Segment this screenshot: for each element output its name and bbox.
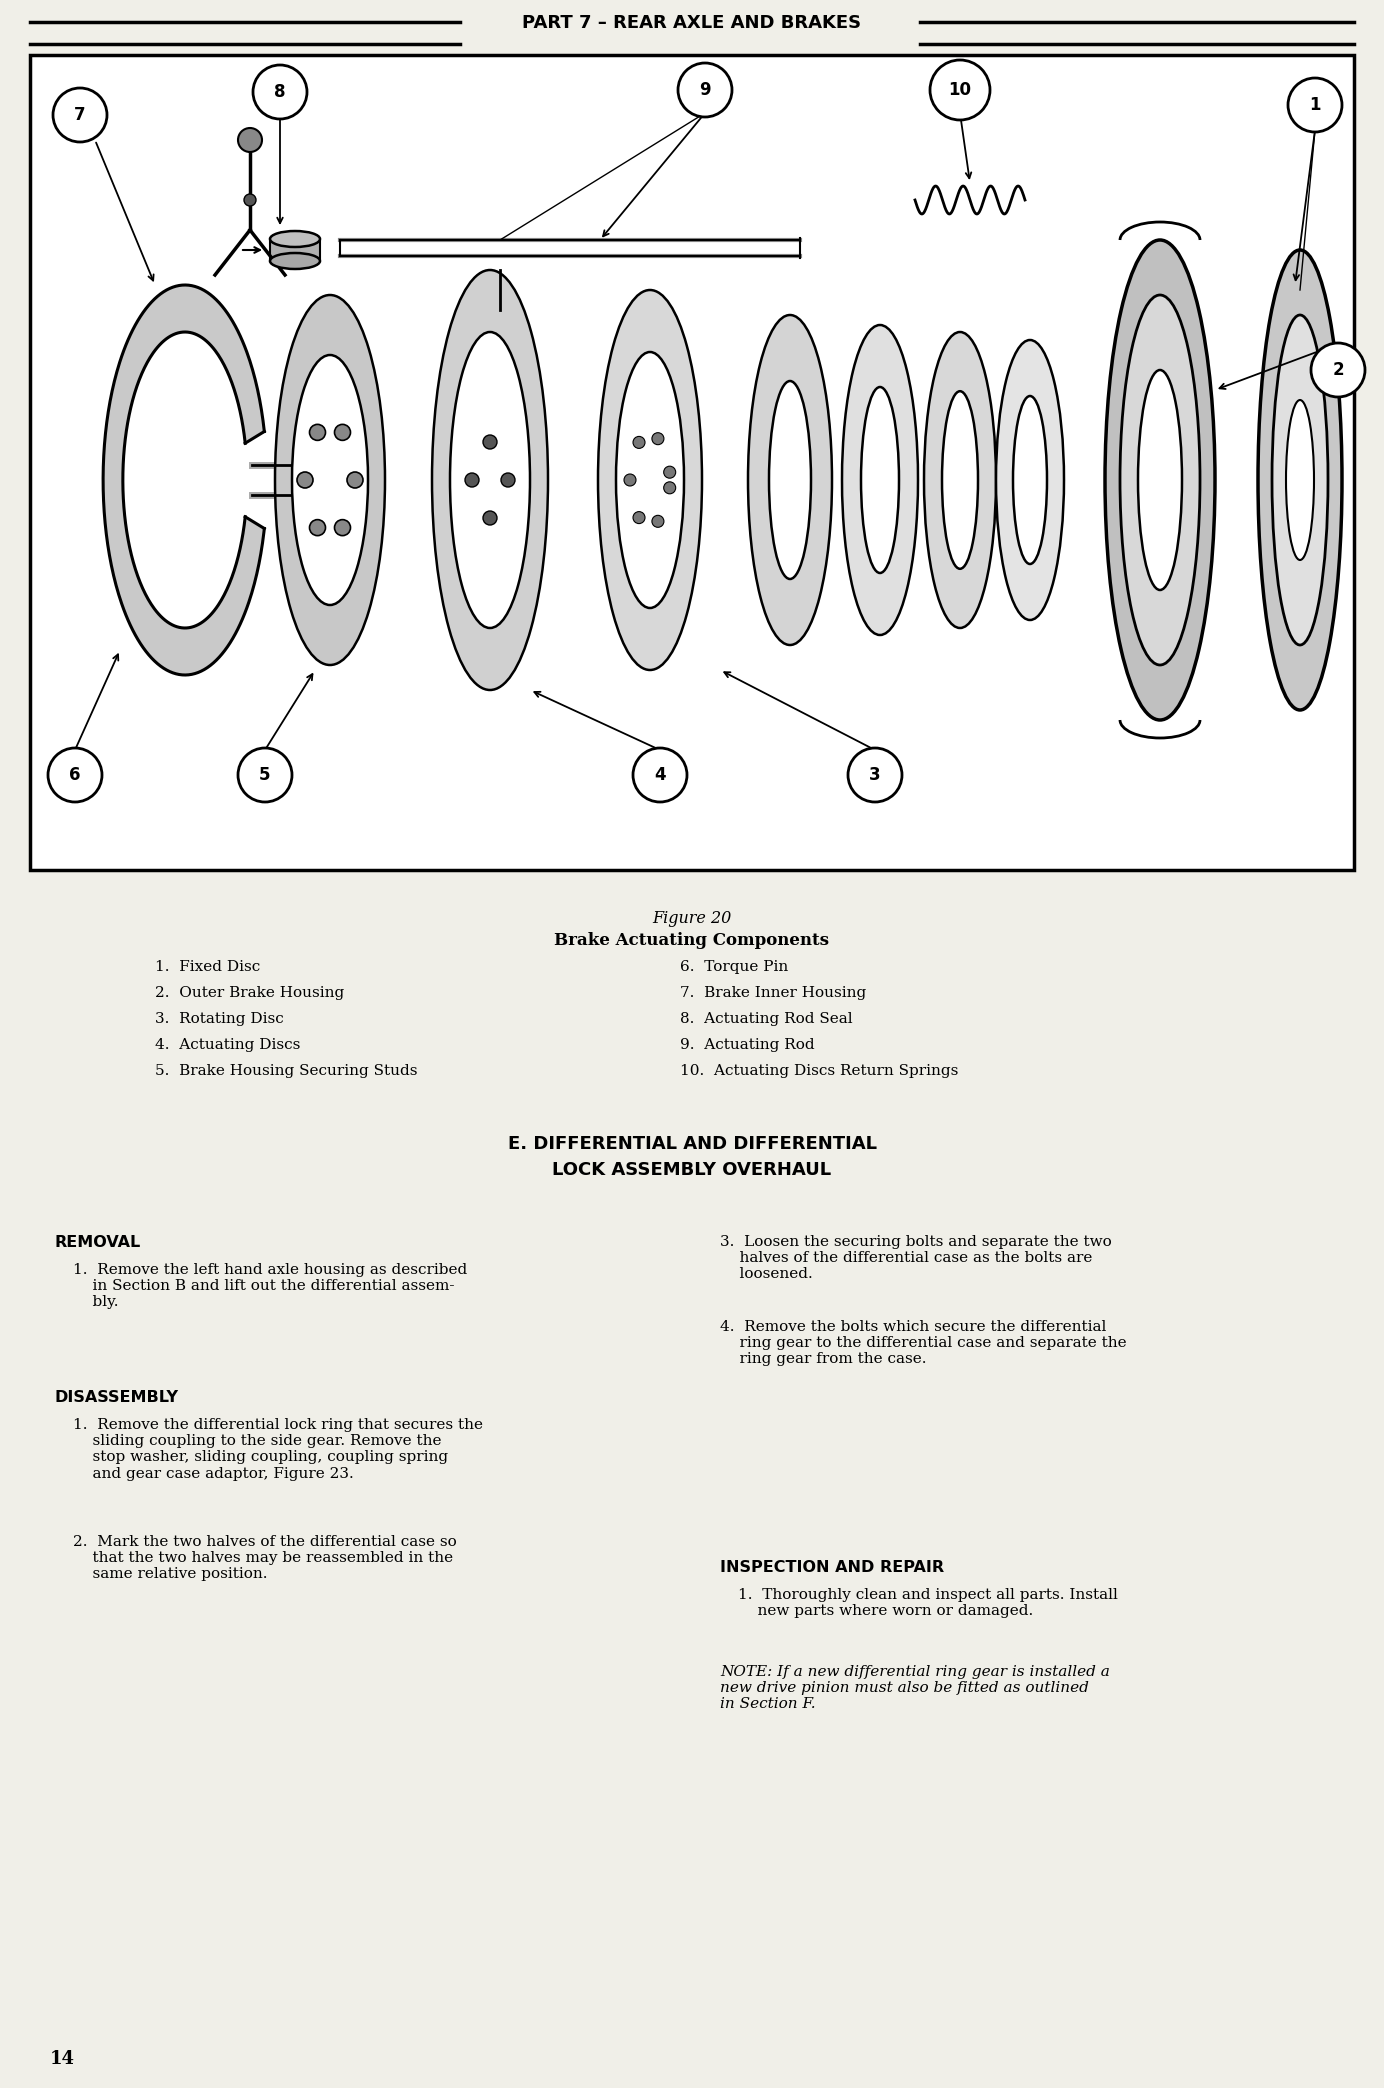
Text: 10: 10 <box>948 81 972 98</box>
Ellipse shape <box>664 466 675 478</box>
Circle shape <box>1311 342 1365 397</box>
Ellipse shape <box>275 294 385 664</box>
Text: 8.  Actuating Rod Seal: 8. Actuating Rod Seal <box>680 1013 853 1025</box>
Ellipse shape <box>483 434 497 449</box>
Text: 7: 7 <box>75 106 86 123</box>
Text: 5.  Brake Housing Securing Studs: 5. Brake Housing Securing Studs <box>155 1065 418 1077</box>
Text: E. DIFFERENTIAL AND DIFFERENTIAL: E. DIFFERENTIAL AND DIFFERENTIAL <box>508 1136 876 1153</box>
Text: Figure 20: Figure 20 <box>652 910 732 927</box>
Ellipse shape <box>501 474 515 487</box>
Text: INSPECTION AND REPAIR: INSPECTION AND REPAIR <box>720 1560 944 1574</box>
Ellipse shape <box>310 424 325 441</box>
Text: 3.  Rotating Disc: 3. Rotating Disc <box>155 1013 284 1025</box>
Ellipse shape <box>632 436 645 449</box>
Ellipse shape <box>664 482 675 495</box>
Text: 9.  Actuating Rod: 9. Actuating Rod <box>680 1038 815 1052</box>
Text: 1.  Fixed Disc: 1. Fixed Disc <box>155 960 260 973</box>
Ellipse shape <box>598 290 702 670</box>
Ellipse shape <box>632 512 645 524</box>
Polygon shape <box>102 284 264 674</box>
Ellipse shape <box>624 474 637 487</box>
Circle shape <box>848 748 902 802</box>
Circle shape <box>238 748 292 802</box>
Ellipse shape <box>310 520 325 537</box>
Text: 10.  Actuating Discs Return Springs: 10. Actuating Discs Return Springs <box>680 1065 958 1077</box>
Ellipse shape <box>347 472 363 489</box>
Ellipse shape <box>270 253 320 269</box>
Ellipse shape <box>925 332 996 628</box>
Text: 9: 9 <box>699 81 711 98</box>
Text: 4.  Actuating Discs: 4. Actuating Discs <box>155 1038 300 1052</box>
Ellipse shape <box>292 355 368 606</box>
Text: 5: 5 <box>259 766 271 783</box>
Ellipse shape <box>1272 315 1329 645</box>
Text: DISASSEMBLY: DISASSEMBLY <box>55 1391 179 1405</box>
Bar <box>30 54 1354 871</box>
Ellipse shape <box>652 432 664 445</box>
Text: 1: 1 <box>1309 96 1320 115</box>
Circle shape <box>53 88 107 142</box>
Bar <box>270 238 320 261</box>
Text: Brake Actuating Components: Brake Actuating Components <box>555 931 829 950</box>
Text: 2.  Mark the two halves of the differential case so
    that the two halves may : 2. Mark the two halves of the differenti… <box>73 1535 457 1581</box>
Ellipse shape <box>450 332 530 628</box>
Ellipse shape <box>1258 251 1342 710</box>
Text: 3: 3 <box>869 766 880 783</box>
Text: REMOVAL: REMOVAL <box>55 1234 141 1251</box>
Text: 1.  Remove the left hand axle housing as described
    in Section B and lift out: 1. Remove the left hand axle housing as … <box>73 1263 468 1309</box>
Text: 14: 14 <box>50 2050 75 2067</box>
Circle shape <box>930 61 990 119</box>
Circle shape <box>48 748 102 802</box>
Ellipse shape <box>1104 240 1215 720</box>
Ellipse shape <box>1013 397 1048 564</box>
Ellipse shape <box>841 326 918 635</box>
Text: PART 7 – REAR AXLE AND BRAKES: PART 7 – REAR AXLE AND BRAKES <box>522 15 862 31</box>
Ellipse shape <box>1120 294 1200 664</box>
Circle shape <box>253 65 307 119</box>
Ellipse shape <box>943 390 978 568</box>
Circle shape <box>632 748 686 802</box>
Ellipse shape <box>996 340 1064 620</box>
Circle shape <box>678 63 732 117</box>
Ellipse shape <box>861 386 900 572</box>
Ellipse shape <box>652 516 664 528</box>
Text: 1.  Thoroughly clean and inspect all parts. Install
    new parts where worn or : 1. Thoroughly clean and inspect all part… <box>738 1589 1118 1618</box>
Ellipse shape <box>616 353 684 608</box>
Ellipse shape <box>244 194 256 207</box>
Text: 3.  Loosen the securing bolts and separate the two
    halves of the differentia: 3. Loosen the securing bolts and separat… <box>720 1234 1111 1282</box>
Text: 4.  Remove the bolts which secure the differential
    ring gear to the differen: 4. Remove the bolts which secure the dif… <box>720 1320 1127 1366</box>
Text: LOCK ASSEMBLY OVERHAUL: LOCK ASSEMBLY OVERHAUL <box>552 1161 832 1180</box>
Text: 6: 6 <box>69 766 80 783</box>
Ellipse shape <box>270 232 320 246</box>
Ellipse shape <box>747 315 832 645</box>
Text: 2.  Outer Brake Housing: 2. Outer Brake Housing <box>155 986 345 1000</box>
Ellipse shape <box>465 474 479 487</box>
Ellipse shape <box>770 380 811 578</box>
Text: 2: 2 <box>1333 361 1344 380</box>
Ellipse shape <box>335 520 350 537</box>
Text: NOTE: If a new differential ring gear is installed a
new drive pinion must also : NOTE: If a new differential ring gear is… <box>720 1664 1110 1712</box>
Ellipse shape <box>335 424 350 441</box>
Ellipse shape <box>432 269 548 689</box>
Ellipse shape <box>1138 370 1182 591</box>
Ellipse shape <box>483 512 497 524</box>
Text: 8: 8 <box>274 84 285 100</box>
Text: 7.  Brake Inner Housing: 7. Brake Inner Housing <box>680 986 866 1000</box>
Text: 1.  Remove the differential lock ring that secures the
    sliding coupling to t: 1. Remove the differential lock ring tha… <box>73 1418 483 1480</box>
Circle shape <box>1289 77 1342 132</box>
Ellipse shape <box>238 127 262 152</box>
Text: 4: 4 <box>655 766 666 783</box>
Ellipse shape <box>1286 401 1313 560</box>
Text: 6.  Torque Pin: 6. Torque Pin <box>680 960 789 973</box>
Ellipse shape <box>298 472 313 489</box>
